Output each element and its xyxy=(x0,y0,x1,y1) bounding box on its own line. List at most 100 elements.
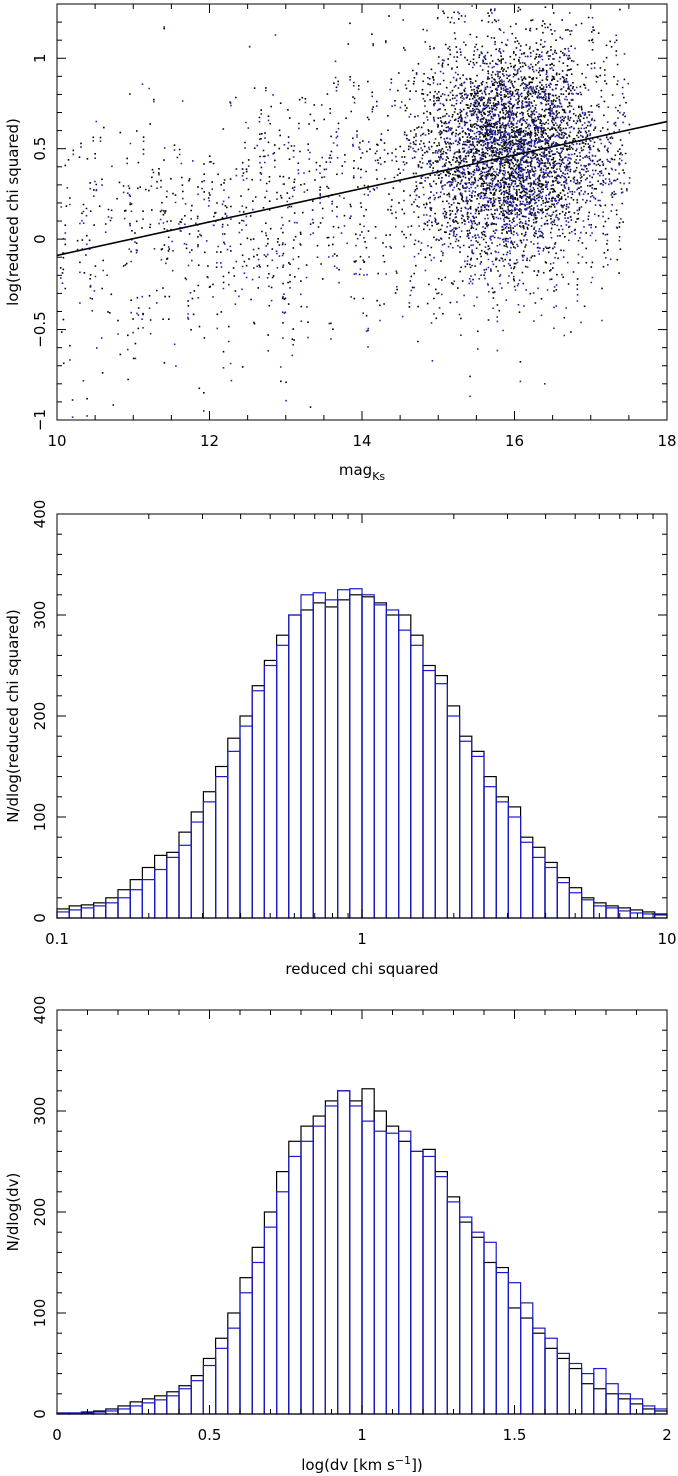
histogram-bar-blue xyxy=(80,907,95,919)
x-tick-label: 0.1 xyxy=(45,930,69,948)
histogram-bar-blue xyxy=(568,1362,583,1415)
histogram-series-blue xyxy=(56,588,668,919)
scatter-series-blue-points xyxy=(59,5,631,418)
histogram-bar-blue xyxy=(337,1090,351,1415)
histogram-bar-black xyxy=(410,1150,424,1415)
histogram-bar-blue xyxy=(495,801,510,919)
histogram-bar-black xyxy=(251,1246,265,1415)
histogram-bar-black xyxy=(398,614,412,919)
histogram-bar-blue xyxy=(105,902,119,919)
histogram-bar-blue xyxy=(263,664,278,919)
histogram-bar-black xyxy=(190,811,204,919)
histogram-bar-black xyxy=(495,1266,510,1415)
histogram-bar-black xyxy=(532,1332,546,1415)
histogram-bar-black xyxy=(141,866,156,919)
histogram-bar-black xyxy=(361,1088,375,1415)
histogram-bar-blue xyxy=(446,715,461,919)
histogram-bar-blue xyxy=(300,594,314,919)
x-tick-label: 1.5 xyxy=(503,1426,527,1444)
histogram-bar-black xyxy=(190,1375,204,1415)
x-tick-label: 14 xyxy=(352,432,371,450)
histogram-bar-blue xyxy=(446,1201,461,1415)
histogram-bar-black xyxy=(276,634,290,919)
histogram-bar-black xyxy=(202,791,217,919)
scatter-series-black-points xyxy=(59,6,631,408)
histogram-bar-black xyxy=(422,1148,436,1415)
histogram-bar-black xyxy=(410,634,424,919)
histogram-bar-black xyxy=(263,1211,278,1415)
histogram-bar-blue xyxy=(471,755,485,919)
histogram-bar-black xyxy=(373,602,388,919)
histogram-bar-black xyxy=(519,1317,534,1415)
x-tick-label: 1 xyxy=(357,930,367,948)
histogram-bar-black xyxy=(629,909,644,919)
histogram-bar-blue xyxy=(459,1216,473,1415)
histogram-bar-black xyxy=(519,836,534,919)
histogram-bar-black xyxy=(617,1398,632,1415)
histogram-bar-blue xyxy=(154,1399,168,1415)
y-tick-label: 1 xyxy=(31,53,49,63)
y-tick-label: −0.5 xyxy=(31,311,49,347)
histogram-bar-black xyxy=(507,806,522,919)
histogram-bar-black xyxy=(80,904,95,919)
histogram-bar-black xyxy=(324,1100,339,1415)
scatter-points xyxy=(59,5,631,418)
histogram-bar-black xyxy=(507,1307,522,1415)
histogram-bar-blue xyxy=(227,750,241,919)
histogram-bar-black xyxy=(227,737,241,919)
histogram-bar-blue xyxy=(239,725,253,919)
histogram-bar-blue xyxy=(178,844,192,919)
histogram-bar-black xyxy=(446,705,461,919)
histogram-bar-blue xyxy=(544,1337,558,1415)
scatter-panel: 10 12 14 16 18 −1 −0.5 0 0.5 1 magKs log(reduced … xyxy=(4,3,677,483)
histogram-bar-blue xyxy=(605,907,619,919)
scatter-ticks: 10 12 14 16 18 −1 −0.5 0 0.5 1 xyxy=(31,4,677,450)
histogram-bar-blue xyxy=(349,588,363,919)
histogram-bar-black xyxy=(398,1140,412,1415)
x-tick-label: 10 xyxy=(657,930,676,948)
histogram-bar-black xyxy=(471,750,485,919)
histogram-bar-blue xyxy=(227,1327,241,1415)
histogram-bar-blue xyxy=(459,740,473,919)
x-tick-label: 2 xyxy=(662,1426,672,1444)
histogram-bar-blue xyxy=(251,1261,265,1415)
histogram-bar-blue xyxy=(483,786,497,919)
x-tick-label: 16 xyxy=(505,432,524,450)
histogram-bar-blue xyxy=(276,1191,290,1415)
histogram-bar-black xyxy=(215,1337,229,1415)
histogram-bar-blue xyxy=(580,1372,595,1415)
histogram-bar-black xyxy=(641,1408,656,1415)
histogram-bar-blue xyxy=(361,1120,375,1415)
histogram-bar-black xyxy=(166,851,180,919)
histogram-bar-black xyxy=(495,796,510,919)
histogram-bar-black xyxy=(471,1236,485,1415)
histogram-bar-blue xyxy=(507,816,522,919)
histogram-bar-black xyxy=(446,1196,461,1415)
x-tick-label: 12 xyxy=(200,432,219,450)
histogram-bar-black xyxy=(593,902,607,919)
dv-histogram-y-label: N/dlog(dv) xyxy=(4,1173,22,1252)
histogram-bar-blue xyxy=(519,841,534,919)
chi-histogram-x-label: reduced chi squared xyxy=(285,960,438,978)
histogram-bar-blue xyxy=(215,775,229,919)
y-tick-label: 400 xyxy=(31,500,49,529)
histogram-bar-blue xyxy=(385,609,400,919)
histogram-bar-blue xyxy=(641,1405,656,1415)
histogram-bar-blue xyxy=(532,1327,546,1415)
histogram-bar-black xyxy=(312,602,327,919)
histogram-bar-black xyxy=(544,861,558,919)
y-tick-label: 200 xyxy=(31,702,49,731)
histogram-bar-black xyxy=(593,1388,607,1415)
histogram-bar-black xyxy=(337,1090,351,1415)
histogram-bar-blue xyxy=(410,644,424,919)
histogram-bar-blue xyxy=(556,1352,571,1415)
histogram-bar-blue xyxy=(324,599,339,919)
dv-histogram-bars xyxy=(56,1088,668,1415)
histogram-bar-blue xyxy=(580,899,595,919)
chi-histogram-y-label: N/dlog(reduced chi squared) xyxy=(4,609,22,823)
histogram-bar-blue xyxy=(398,1130,412,1415)
histogram-bar-blue xyxy=(373,1130,388,1415)
histogram-bar-blue xyxy=(324,1105,339,1415)
